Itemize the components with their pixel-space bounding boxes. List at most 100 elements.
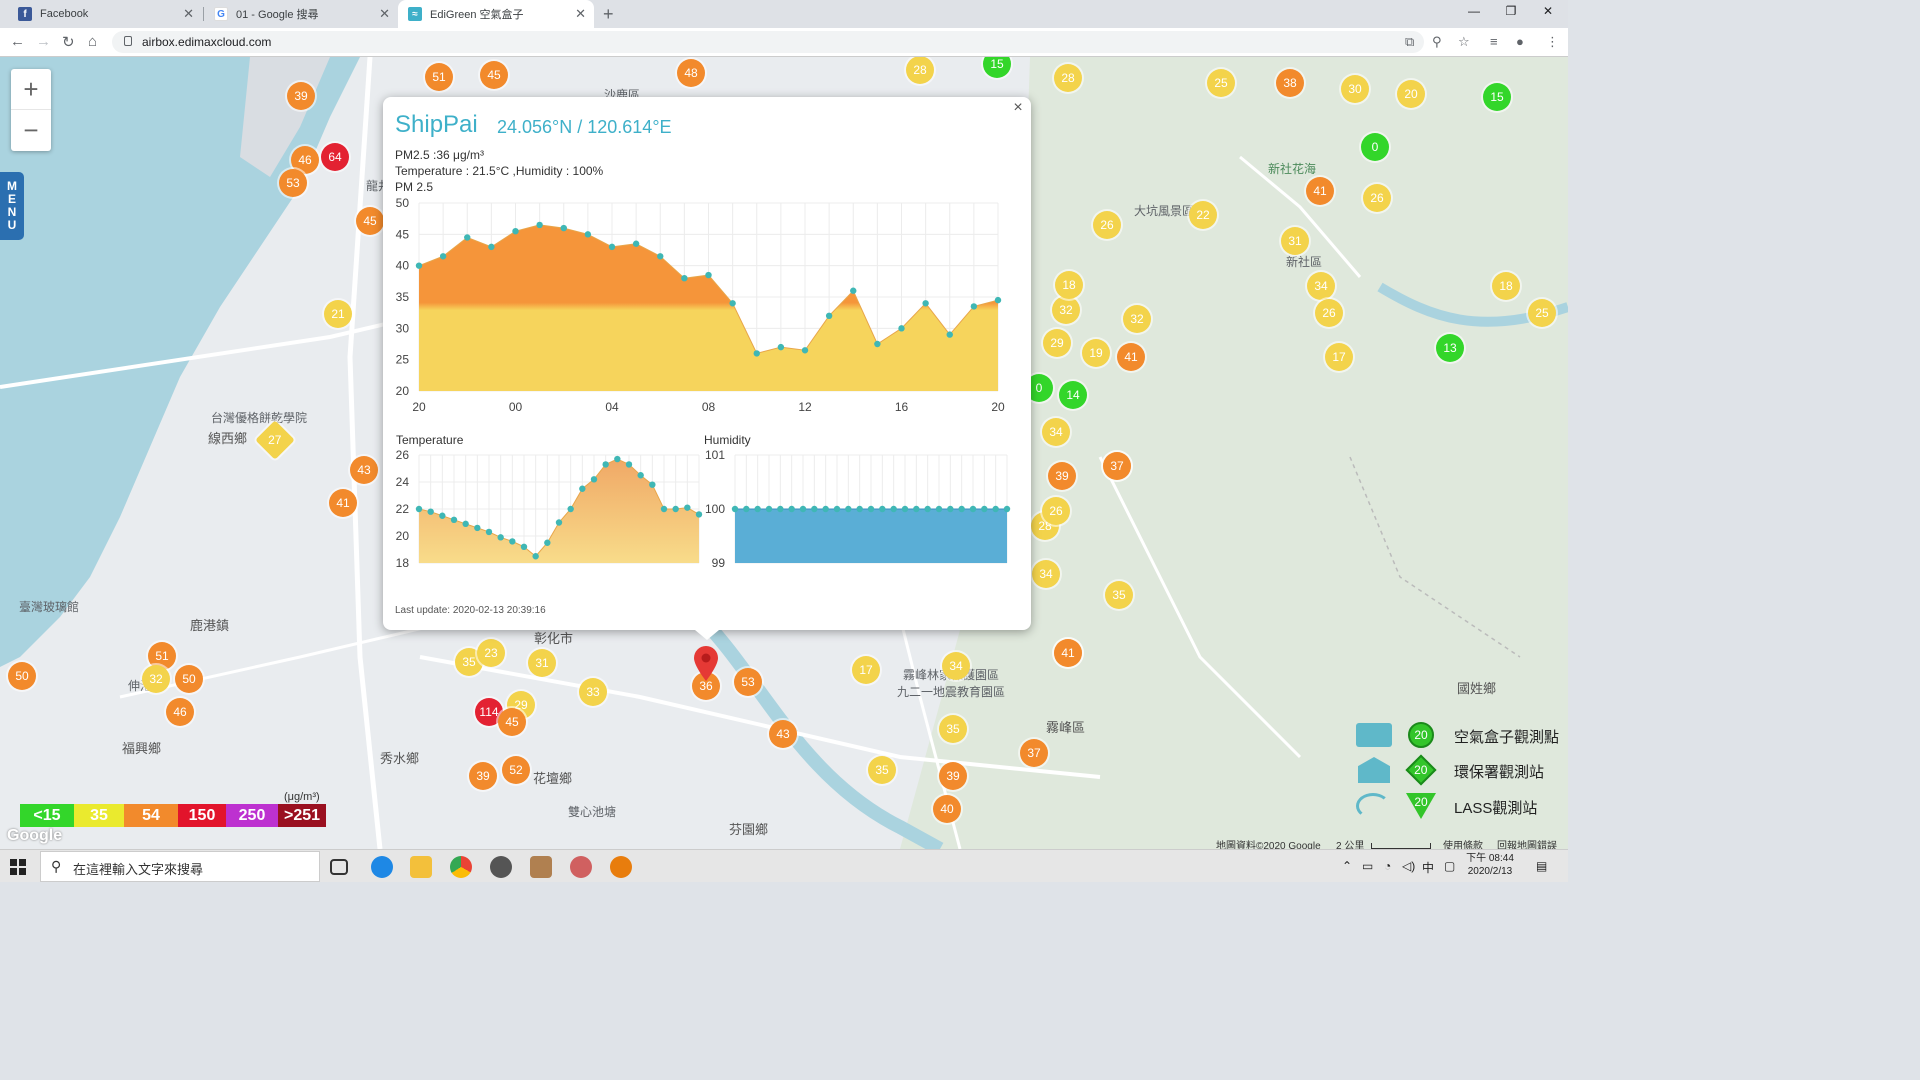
bookmark-star-icon[interactable]: ☆ [1458, 34, 1470, 49]
zoom-in-button[interactable]: + [11, 69, 51, 110]
forward-icon[interactable]: → [36, 33, 51, 50]
station-marker[interactable]: 25 [1528, 299, 1556, 327]
station-marker[interactable]: 34 [1042, 418, 1070, 446]
battery-icon[interactable]: ▭ [1362, 859, 1374, 873]
back-icon[interactable]: ← [10, 33, 25, 50]
station-marker[interactable]: 46 [166, 698, 194, 726]
station-marker[interactable]: 48 [677, 59, 705, 87]
station-marker[interactable]: 18 [1492, 272, 1520, 300]
station-marker[interactable]: 29 [1043, 329, 1071, 357]
station-marker[interactable]: 50 [8, 662, 36, 690]
station-marker[interactable]: 39 [287, 82, 315, 110]
station-marker[interactable]: 37 [1020, 739, 1048, 767]
station-marker[interactable]: 25 [1207, 69, 1235, 97]
station-marker[interactable]: 26 [1315, 299, 1343, 327]
station-marker[interactable]: 41 [1117, 343, 1145, 371]
reload-icon[interactable]: ↻ [62, 34, 75, 51]
station-marker[interactable]: 35 [868, 756, 896, 784]
new-tab-button[interactable]: + [603, 4, 614, 24]
close-tab-icon[interactable]: ✕ [575, 6, 586, 21]
station-marker[interactable]: 31 [1281, 227, 1309, 255]
station-marker[interactable]: 37 [1103, 452, 1131, 480]
station-marker[interactable]: 23 [477, 639, 505, 667]
report-error-link[interactable]: 回報地圖錯誤 [1497, 841, 1557, 849]
station-marker[interactable]: 33 [579, 678, 607, 706]
station-marker[interactable]: 52 [502, 756, 530, 784]
station-marker[interactable]: 15 [983, 57, 1011, 78]
station-marker[interactable]: 21 [324, 300, 352, 328]
station-marker[interactable]: 26 [1042, 497, 1070, 525]
terms-link[interactable]: 使用條款 [1443, 841, 1483, 849]
app-icon-scissors[interactable] [570, 856, 592, 878]
keyboard-icon[interactable]: ▢ [1444, 859, 1456, 873]
station-marker[interactable]: 53 [734, 668, 762, 696]
station-marker[interactable]: 34 [1307, 272, 1335, 300]
close-tab-icon[interactable]: ✕ [379, 6, 390, 21]
volume-icon[interactable]: ◁) [1402, 859, 1416, 873]
legend-lass[interactable]: 20 LASS觀測站 [1352, 791, 1568, 821]
close-tab-icon[interactable]: ✕ [183, 6, 194, 21]
close-window-icon[interactable]: ✕ [1542, 4, 1554, 18]
restore-icon[interactable]: ❐ [1505, 4, 1517, 18]
station-marker[interactable]: 26 [1093, 211, 1121, 239]
station-marker[interactable]: 32 [1123, 305, 1151, 333]
station-marker[interactable]: 22 [1189, 201, 1217, 229]
blender-icon[interactable] [610, 856, 632, 878]
station-marker[interactable]: 41 [1306, 177, 1334, 205]
station-marker[interactable]: 38 [1276, 69, 1304, 97]
notification-icon[interactable]: ▤ [1536, 859, 1548, 873]
station-marker[interactable]: 28 [906, 57, 934, 84]
station-marker[interactable]: 45 [480, 61, 508, 89]
station-marker[interactable]: 32 [1052, 296, 1080, 324]
url-field[interactable]: airbox.edimaxcloud.com [112, 31, 1424, 53]
station-marker[interactable]: 64 [321, 143, 349, 171]
translate-icon[interactable]: ⧉ [1405, 34, 1415, 49]
zoom-icon[interactable]: ⚲ [1432, 34, 1442, 49]
station-marker[interactable]: 20 [1397, 80, 1425, 108]
station-marker[interactable]: 41 [1054, 639, 1082, 667]
wifi-icon[interactable]: ◔ [1384, 859, 1392, 873]
tab-edigreen[interactable]: ≈ EdiGreen 空氣盒子 ✕ [398, 0, 594, 28]
app-icon-animal[interactable] [530, 856, 552, 878]
station-marker[interactable]: 34 [942, 652, 970, 680]
legend-airbox[interactable]: 20 空氣盒子觀測點 [1352, 720, 1568, 750]
more-menu-icon[interactable]: ⋮ [1546, 34, 1559, 49]
station-marker[interactable]: 34 [1032, 560, 1060, 588]
tab-facebook[interactable]: f Facebook ✕ [8, 0, 202, 28]
profile-icon[interactable]: ● [1516, 34, 1524, 49]
station-marker[interactable]: 19 [1082, 339, 1110, 367]
task-view-icon[interactable] [330, 859, 348, 875]
tray-up-arrow-icon[interactable]: ⌃ [1342, 859, 1353, 873]
tab-google[interactable]: G 01 - Google 搜尋 ✕ [204, 0, 398, 28]
station-marker[interactable]: 35 [939, 715, 967, 743]
station-marker[interactable]: 45 [498, 708, 526, 736]
station-marker[interactable]: 39 [939, 762, 967, 790]
popup-close-button[interactable]: × [1013, 99, 1023, 116]
station-marker[interactable]: 31 [528, 649, 556, 677]
station-marker[interactable]: 40 [933, 795, 961, 823]
station-marker[interactable]: 13 [1436, 334, 1464, 362]
map-canvas[interactable]: 沙鹿區 龍井 大坑風景區 新社花海 新社區 台灣優格餅乾學院 線西鄉 臺灣玻璃館… [0, 57, 1568, 849]
station-marker[interactable]: 28 [1054, 64, 1082, 92]
station-marker[interactable]: 15 [1483, 83, 1511, 111]
home-icon[interactable]: ⌂ [88, 33, 98, 50]
station-marker[interactable]: 18 [1055, 271, 1083, 299]
station-marker[interactable]: 17 [1325, 343, 1353, 371]
location-pin-icon[interactable] [693, 646, 719, 682]
station-marker[interactable]: 39 [1048, 462, 1076, 490]
zoom-out-button[interactable]: − [23, 115, 39, 145]
edge-icon[interactable] [371, 856, 393, 878]
station-marker[interactable]: 39 [469, 762, 497, 790]
station-marker[interactable]: 43 [350, 456, 378, 484]
station-marker[interactable]: 32 [142, 665, 170, 693]
chrome-icon[interactable] [450, 856, 472, 878]
file-explorer-icon[interactable] [410, 856, 432, 878]
station-marker[interactable]: 26 [1363, 184, 1391, 212]
station-marker[interactable]: 29 [507, 691, 535, 719]
station-marker[interactable]: 0 [1361, 133, 1389, 161]
windows-start-icon[interactable] [10, 859, 26, 875]
station-marker[interactable]: 53 [279, 169, 307, 197]
station-marker[interactable]: 43 [769, 720, 797, 748]
station-marker[interactable]: 45 [356, 207, 384, 235]
